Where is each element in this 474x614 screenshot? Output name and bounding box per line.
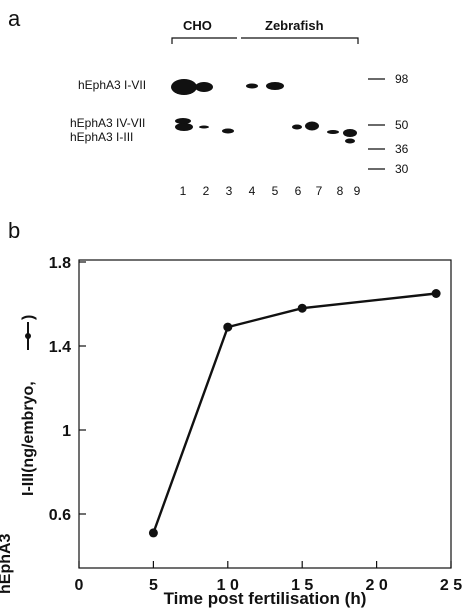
mw-ticks [368, 78, 385, 170]
time-course-chart: 0.6 1 1.4 1.8 0 5 1 0 1 5 2 0 2 5 Time post fert… [0, 255, 462, 608]
band-lane7-iv-vii [305, 121, 319, 131]
band-lane5-i-vii [266, 82, 284, 90]
y-axis-label-line1: I-III(ng/embryo, [20, 381, 37, 496]
band-lane1-iv-vii [175, 123, 193, 131]
band-label-i-iii: hEphA3 I-III [70, 130, 134, 144]
data-point [297, 303, 307, 313]
blot-bands [171, 79, 357, 144]
band-label-i-vii: hEphA3 I-VII [78, 78, 147, 92]
y-tick-label: 0.6 [49, 507, 71, 524]
lane-number-9: 9 [353, 184, 361, 198]
group-brackets [171, 37, 359, 44]
y-axis-label-line2: hEphA3 [0, 533, 14, 594]
x-tick-label: 1 5 [291, 577, 313, 594]
band-lane6-iv-vii [292, 124, 302, 130]
group-label-zebrafish: Zebrafish [265, 18, 324, 33]
series-layer [148, 289, 441, 538]
band-lane9-lower [345, 138, 355, 144]
mw-50: 50 [395, 118, 409, 132]
band-lane2-iv-vii [199, 125, 209, 129]
band-lane1-i-vii [171, 79, 197, 95]
bracket-line [171, 37, 359, 44]
data-point [223, 322, 233, 332]
band-lane4-i-vii [246, 83, 258, 89]
lane-number-2: 2 [202, 184, 210, 198]
lane-number-5: 5 [271, 184, 279, 198]
panel-a-letter: a [8, 6, 21, 31]
lane-number-6: 6 [294, 184, 302, 198]
mw-36: 36 [395, 142, 409, 156]
series-line [152, 292, 437, 534]
band-label-iv-vii: hEphA3 IV-VII [70, 116, 146, 130]
mw-30: 30 [395, 162, 409, 176]
x-tick-label: 1 0 [217, 577, 239, 594]
y-tick-label: 1 [62, 423, 71, 440]
band-lane1-iv-vii-upper [175, 118, 191, 124]
band-lane3-i-iii [222, 128, 234, 134]
band-lane8-i-iii [327, 130, 339, 134]
x-axis-ticks: 0 5 1 0 1 5 2 0 2 5 [75, 561, 462, 594]
x-tick-label: 0 [75, 577, 84, 594]
y-axis-label-close: ) [20, 315, 37, 320]
plot-frame [78, 259, 452, 569]
lane-number-4: 4 [248, 184, 256, 198]
x-tick-label: 2 0 [365, 577, 387, 594]
panel-b-letter: b [8, 218, 21, 243]
lane-number-1: 1 [179, 184, 187, 198]
x-tick-label: 5 [149, 577, 158, 594]
data-point [148, 528, 158, 538]
y-tick-label: 1.4 [49, 339, 71, 356]
y-label-legend-marker [25, 333, 31, 339]
band-lane9-i-iii [343, 129, 357, 137]
lane-number-8: 8 [336, 184, 344, 198]
x-tick-label: 2 5 [440, 577, 462, 594]
blot-membrane [168, 44, 362, 178]
data-point [431, 289, 441, 298]
y-tick-label: 1.8 [49, 255, 71, 272]
y-axis-ticks: 0.6 1 1.4 1.8 [49, 255, 86, 524]
band-lane2-i-vii [195, 82, 213, 92]
group-label-cho: CHO [183, 18, 212, 33]
lane-number-7: 7 [315, 184, 323, 198]
lane-number-3: 3 [225, 184, 233, 198]
mw-98: 98 [395, 72, 409, 86]
x-axis-label: Time post fertilisation (h) [164, 589, 367, 608]
